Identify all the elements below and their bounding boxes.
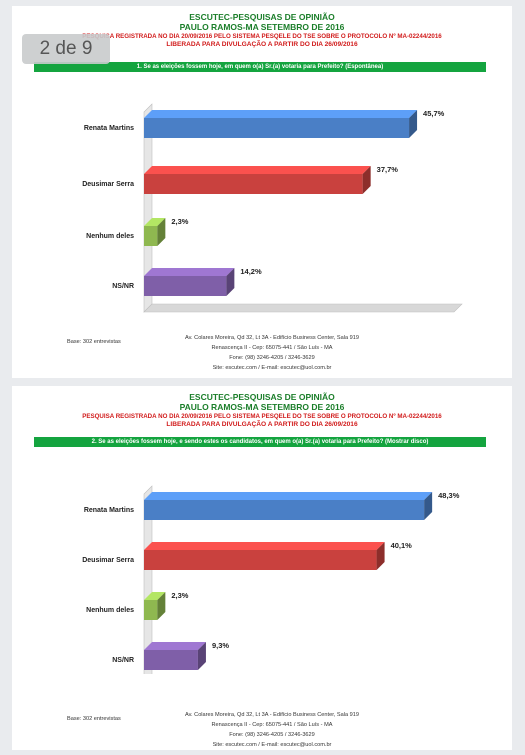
contact-address: Av. Colares Moreira, Qd 32, Lt 3A - Edif… <box>162 710 382 750</box>
bar <box>144 600 158 620</box>
bar <box>144 650 198 670</box>
category-label: Nenhum deles <box>86 233 134 240</box>
bar-end <box>424 492 433 520</box>
bar-top <box>144 592 166 600</box>
release-text: LIBERADA PARA DIVULGAÇÃO A PARTIR DO DIA… <box>166 41 358 48</box>
bar-top <box>144 110 418 118</box>
phone-line: Fone: (98) 3246-4205 / 3246-3629 <box>229 732 315 738</box>
bar-end <box>409 110 418 138</box>
question-bar: 1. Se as eleições fossem hoje, em quem o… <box>34 62 486 72</box>
survey-slide-1: ESCUTEC-PESQUISAS DE OPINIÃO PAULO RAMOS… <box>12 6 512 378</box>
bar-top <box>144 642 206 650</box>
registration-text: PESQUISA REGISTRADA NO DIA 20/09/2016 PE… <box>82 413 442 420</box>
bar-end <box>376 542 385 570</box>
bar-end <box>197 642 206 670</box>
data-label: 37,7% <box>377 165 399 174</box>
bar-top <box>144 492 433 500</box>
bar-top <box>144 218 166 226</box>
data-label: 2,3% <box>171 217 188 226</box>
address-line: Av. Colares Moreira, Qd 32, Lt 3A - Edif… <box>185 712 359 718</box>
category-label: Renata Martins <box>84 507 134 514</box>
question-bar: 2. Se as eleições fossem hoje, e sendo e… <box>34 437 486 447</box>
company-title: ESCUTEC-PESQUISAS DE OPINIÃO <box>189 12 335 22</box>
category-label: Renata Martins <box>84 125 134 132</box>
data-label: 45,7% <box>423 109 445 118</box>
registration-text: PESQUISA REGISTRADA NO DIA 20/09/2016 PE… <box>82 33 442 40</box>
address-line: Renascença II - Cep: 65075-441 / São Luí… <box>211 345 333 351</box>
bar-chart-2: Renata Martins 48,3% Deusimar Serra 40,1% Ne… <box>82 485 460 674</box>
release-text: LIBERADA PARA DIVULGAÇÃO A PARTIR DO DIA… <box>166 421 358 428</box>
chart-wall <box>143 485 153 674</box>
bar <box>144 550 377 570</box>
chart-floor <box>143 303 463 313</box>
bar-end <box>226 268 235 296</box>
bar-top <box>144 268 235 276</box>
bar-end <box>157 592 166 620</box>
bar <box>144 174 363 194</box>
company-title: ESCUTEC-PESQUISAS DE OPINIÃO <box>189 392 335 402</box>
address-line: Renascença II - Cep: 65075-441 / São Luí… <box>211 722 333 728</box>
site-line: Site: escutec.com / E-mail: escutec@uol.… <box>212 742 332 748</box>
bar-end <box>157 218 166 246</box>
bar <box>144 226 158 246</box>
category-label: Deusimar Serra <box>82 557 134 564</box>
data-label: 2,3% <box>171 591 188 600</box>
bar-top <box>144 542 385 550</box>
category-label: NS/NR <box>112 657 134 664</box>
survey-title: PAULO RAMOS-MA SETEMBRO DE 2016 <box>179 402 345 412</box>
contact-address: Av. Colares Moreira, Qd 32, Lt 3A - Edif… <box>162 333 382 373</box>
category-label: Deusimar Serra <box>82 181 134 188</box>
bar <box>144 276 227 296</box>
phone-line: Fone: (98) 3246-4205 / 3246-3629 <box>229 355 315 361</box>
sample-base: Base: 302 entrevistas <box>67 339 121 345</box>
data-label: 14,2% <box>240 267 262 276</box>
data-label: 40,1% <box>391 541 413 550</box>
bar <box>144 118 410 138</box>
data-label: 9,3% <box>212 641 229 650</box>
bar-chart-1: Renata Martins 45,7% Deusimar Serra 37,7% Ne… <box>82 103 463 313</box>
bar <box>144 500 425 520</box>
site-line: Site: escutec.com / E-mail: escutec@uol.… <box>212 365 332 371</box>
data-label: 48,3% <box>438 491 460 500</box>
page-counter: 2 de 9 <box>22 34 110 64</box>
bar-end <box>362 166 371 194</box>
bar-top <box>144 166 371 174</box>
survey-slide-2: ESCUTEC-PESQUISAS DE OPINIÃO PAULO RAMOS… <box>12 386 512 750</box>
sample-base: Base: 302 entrevistas <box>67 716 121 722</box>
category-label: NS/NR <box>112 283 134 290</box>
survey-title: PAULO RAMOS-MA SETEMBRO DE 2016 <box>179 22 345 32</box>
address-line: Av. Colares Moreira, Qd 32, Lt 3A - Edif… <box>185 335 359 341</box>
category-label: Nenhum deles <box>86 607 134 614</box>
